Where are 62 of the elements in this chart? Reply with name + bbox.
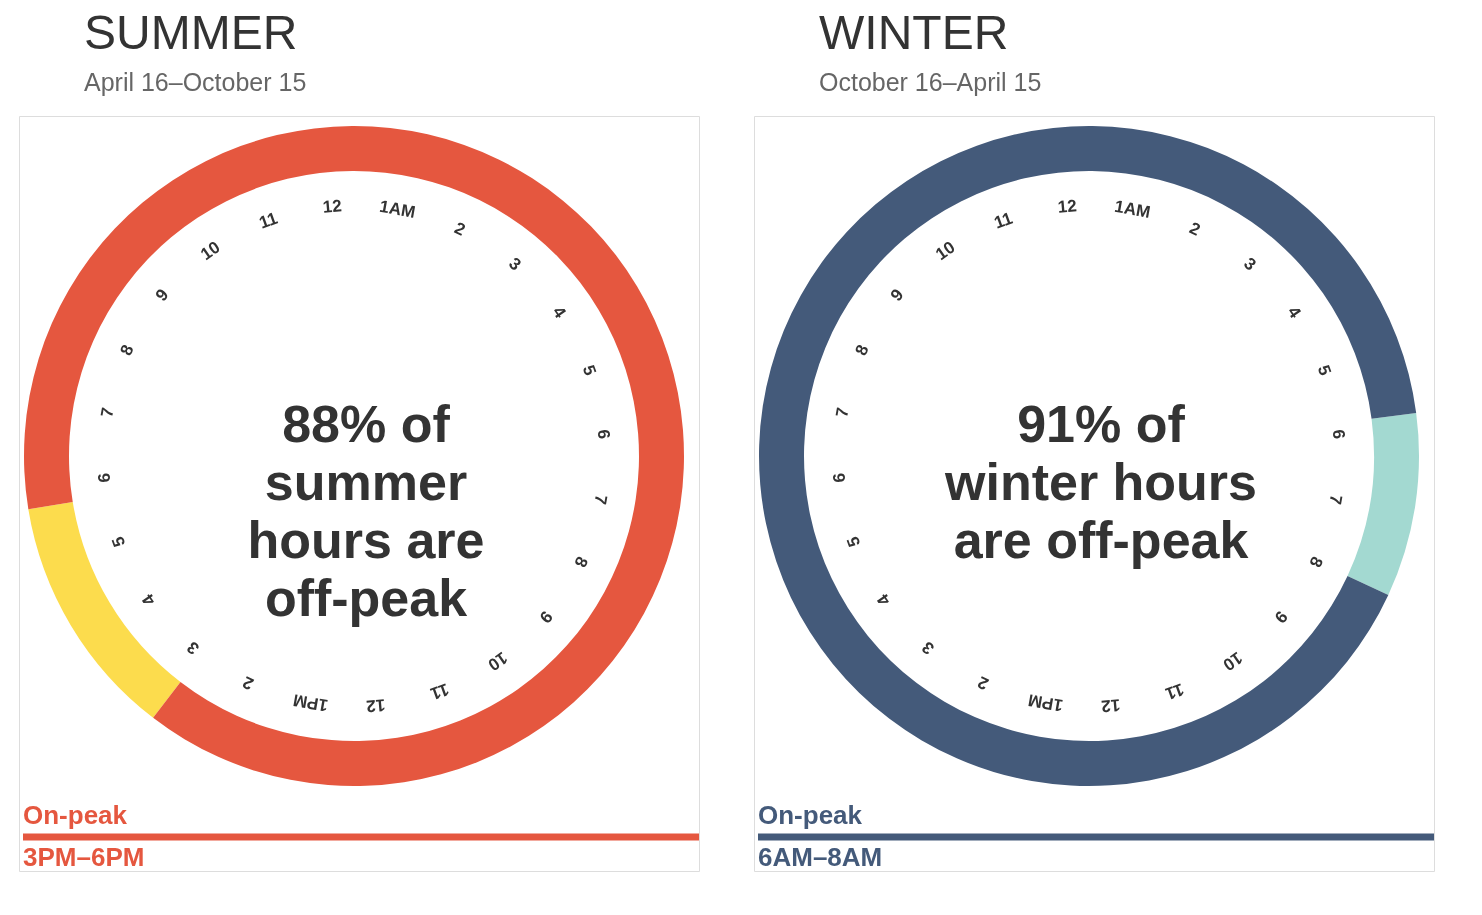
text: 11 (256, 208, 281, 233)
text: 6 (829, 472, 850, 484)
text: 5 (843, 533, 865, 550)
text: 2 (974, 672, 992, 694)
text: 2 (239, 672, 257, 694)
text: 3 (918, 637, 938, 659)
text: 7 (97, 406, 118, 419)
text: 5 (578, 362, 600, 379)
text: 6 (94, 472, 115, 484)
text: 9 (151, 285, 173, 305)
text: 91% of winter hours are off-peak (943, 395, 1258, 569)
text: 1AM (1113, 196, 1152, 222)
text: 2 (451, 218, 469, 240)
donut-slice (759, 126, 1417, 786)
chart-subtitle: April 16–October 15 (84, 68, 307, 96)
text: 8 (851, 341, 873, 359)
text: 1PM (291, 690, 330, 716)
text: 8 (1305, 553, 1327, 571)
chart-title: WINTER (819, 6, 1009, 59)
text: 6AM–8AM (758, 842, 883, 872)
text: 7 (1325, 493, 1346, 506)
text: On-peak (758, 800, 863, 830)
text: 10 (484, 647, 511, 675)
text: 11 (991, 208, 1016, 233)
donut-slice (24, 126, 684, 786)
text: 12 (365, 695, 387, 716)
text: 3 (1240, 253, 1260, 275)
chart-subtitle: October 16–April 15 (819, 68, 1042, 96)
text: 8 (570, 553, 592, 571)
text: 2 (1186, 218, 1204, 240)
text: 3PM–6PM (23, 842, 145, 872)
text: 10 (197, 237, 224, 265)
text: 1AM (378, 196, 417, 222)
text: 1PM (1026, 690, 1065, 716)
text: 3 (183, 637, 203, 659)
text: 11 (427, 679, 452, 704)
text: 10 (1219, 647, 1246, 675)
text: 7 (832, 406, 853, 419)
text: 10 (932, 237, 959, 265)
donut-slice (1347, 412, 1419, 595)
chart-title: SUMMER (84, 6, 298, 59)
text: 11 (1162, 679, 1187, 704)
text: 88% of summer hours are off-peak (247, 395, 485, 627)
text: 4 (1283, 302, 1305, 323)
text: 9 (886, 285, 908, 305)
text: 6 (1328, 428, 1349, 440)
donut-slice (28, 502, 181, 718)
text: 4 (138, 589, 160, 610)
text: 12 (1056, 196, 1078, 217)
text: 9 (1270, 607, 1292, 627)
text: 4 (873, 589, 895, 610)
text: 6 (593, 428, 614, 440)
text: 5 (1313, 362, 1335, 379)
text: On-peak (23, 800, 128, 830)
text: 9 (535, 607, 557, 627)
text: 7 (590, 493, 611, 506)
text: 3 (505, 253, 525, 275)
text: 5 (108, 533, 130, 550)
text: 12 (1100, 695, 1122, 716)
text: 12 (321, 196, 343, 217)
text: 8 (116, 341, 138, 359)
text: 4 (548, 302, 570, 323)
